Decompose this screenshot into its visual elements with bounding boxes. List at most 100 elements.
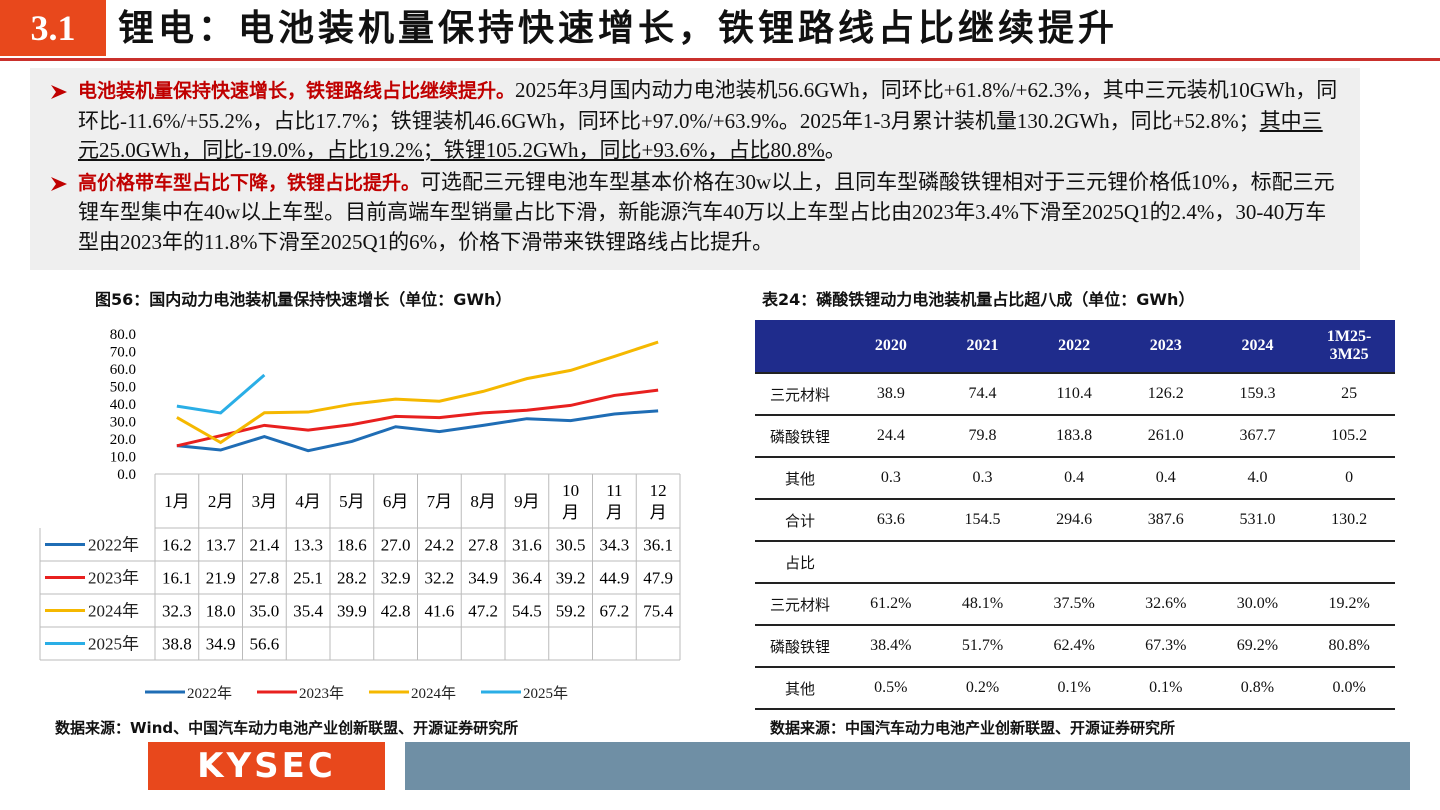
y-tick-label: 20.0 (110, 432, 136, 448)
corner-cell (755, 320, 845, 374)
y-tick-label: 10.0 (110, 450, 136, 466)
cell: 32.6% (1119, 583, 1212, 626)
header-text: 2023 (1149, 337, 1182, 354)
header-text: 2021 (966, 337, 999, 354)
data-label: 56.6 (250, 635, 280, 654)
y-tick-label: 30.0 (110, 415, 136, 431)
row-label: 占比 (755, 541, 845, 584)
row-label: 其他 (755, 667, 845, 710)
cell: 0.2% (936, 667, 1029, 710)
chart: 0.010.0 20.030.0 40.050.0 60.070.0 80.0 1月 2月 3… (39, 327, 681, 702)
cell: 80.8% (1303, 625, 1395, 668)
cell: 0.3 (936, 457, 1029, 500)
cell (1211, 541, 1304, 584)
data-label: 32.3 (162, 602, 192, 621)
cell: 51.7% (936, 625, 1029, 668)
bullet-marker (51, 85, 67, 99)
header-cell: 2020 (845, 320, 937, 374)
logo: KYSEC (148, 742, 385, 790)
row: 磷酸铁锂 38.4% 51.7% 62.4% 67.3% 69.2% 80.8% (755, 625, 1395, 668)
data-label: 31.6 (512, 536, 542, 555)
line-series (176, 373, 266, 415)
cell: 38.9 (845, 373, 937, 416)
data-label: 36.1 (643, 536, 673, 555)
cell: 37.5% (1028, 583, 1120, 626)
y-tick-label: 0.0 (117, 467, 136, 483)
data-label: 47.2 (468, 602, 498, 621)
line-series (176, 340, 659, 445)
bullet-lead: 电池装机量保持快速增长，铁锂路线占比继续提升。 (78, 80, 516, 102)
data-label: 32.9 (381, 569, 411, 588)
row: 磷酸铁锂 24.4 79.8 183.8 261.0 367.7 105.2 (755, 415, 1395, 458)
cell: 531.0 (1211, 499, 1304, 542)
cell: 105.2 (1303, 415, 1395, 458)
header-cell: 2024 (1211, 320, 1304, 374)
data-label: 34.3 (600, 536, 630, 555)
data-label: 24.2 (425, 536, 455, 555)
cell: 25 (1303, 373, 1395, 416)
data-label: 54.5 (512, 602, 542, 621)
legend-label: 2023年 (299, 685, 344, 702)
data-label: 75.4 (643, 602, 673, 621)
data-label: 42.8 (381, 602, 411, 621)
data-label: 39.9 (337, 602, 367, 621)
data-label: 18.0 (206, 602, 236, 621)
cell (1303, 541, 1395, 584)
cell: 387.6 (1119, 499, 1212, 542)
data-label: 41.6 (425, 602, 455, 621)
data-label: 35.0 (250, 602, 280, 621)
legend-label: 2025年 (88, 635, 139, 654)
cell: 63.6 (845, 499, 937, 542)
bullet-text: 2025年3月国内动力电池装机56.6GWh，同环比+61.8%/+62.3%，… (78, 78, 1338, 133)
row: 三元材料 61.2% 48.1% 37.5% 32.6% 30.0% 19.2% (755, 583, 1395, 626)
header-cell: 2022 (1028, 320, 1120, 374)
bullet-tail: 。 (824, 138, 846, 162)
cell: 0.5% (845, 667, 937, 710)
legend-label: 2025年 (523, 685, 568, 702)
row: 三元材料 38.9 74.4 110.4 126.2 159.3 25 (755, 373, 1395, 416)
x-tick-label: 10 月 (562, 481, 579, 522)
slide-title: 锂电：电池装机量保持快速增长，铁锂路线占比继续提升 (118, 8, 1119, 49)
cell: 0.3 (845, 457, 937, 500)
data-label: 67.2 (600, 602, 630, 621)
section-number: 3.1 (0, 0, 106, 56)
cell: 0.4 (1119, 457, 1212, 500)
data-label: 13.3 (293, 536, 323, 555)
data-label: 27.8 (250, 569, 280, 588)
cell: 110.4 (1028, 373, 1120, 416)
header-cell: 2021 (936, 320, 1029, 374)
cell (936, 541, 1029, 584)
footer-bar (405, 742, 1410, 790)
cell: 0 (1303, 457, 1395, 500)
cell: 159.3 (1211, 373, 1304, 416)
row-label: 其他 (755, 457, 845, 500)
cell: 261.0 (1119, 415, 1212, 458)
cell: 67.3% (1119, 625, 1212, 668)
bullet-marker (51, 176, 67, 191)
bullet-text: 可选配三元锂电池车型基本价格在30w以上，且同车型磷酸铁锂相对于三元锂价格低10… (78, 169, 1335, 254)
data-label: 16.2 (162, 536, 192, 555)
data-label: 27.0 (381, 536, 411, 555)
y-tick-label: 50.0 (110, 380, 136, 396)
data-label: 21.9 (206, 569, 236, 588)
chart-caption: 图56：国内动力电池装机量保持快速增长（单位：GWh） (95, 290, 512, 309)
data-label: 34.9 (206, 635, 236, 654)
data-label: 39.2 (556, 569, 586, 588)
x-tick-label: 12 月 (650, 481, 667, 522)
legend-label: 2024年 (88, 602, 139, 621)
x-tick-label: 9月 (514, 492, 540, 511)
y-tick-label: 60.0 (110, 362, 136, 378)
data-label: 27.8 (468, 536, 498, 555)
data-label: 35.4 (293, 602, 323, 621)
cell: 30.0% (1211, 583, 1304, 626)
row: 其他 0.3 0.3 0.4 0.4 4.0 0 (755, 457, 1395, 500)
row: 占比 (755, 541, 1395, 584)
x-tick-label: 7月 (427, 492, 453, 511)
cell: 62.4% (1028, 625, 1120, 668)
row-label: 三元材料 (755, 583, 845, 626)
bullet-lead: 高价格带车型占比下降，铁锂占比提升。 (78, 171, 421, 194)
data-label: 34.9 (468, 569, 498, 588)
cell: 4.0 (1211, 457, 1304, 500)
row-label: 磷酸铁锂 (755, 625, 845, 668)
line-series (176, 388, 659, 448)
